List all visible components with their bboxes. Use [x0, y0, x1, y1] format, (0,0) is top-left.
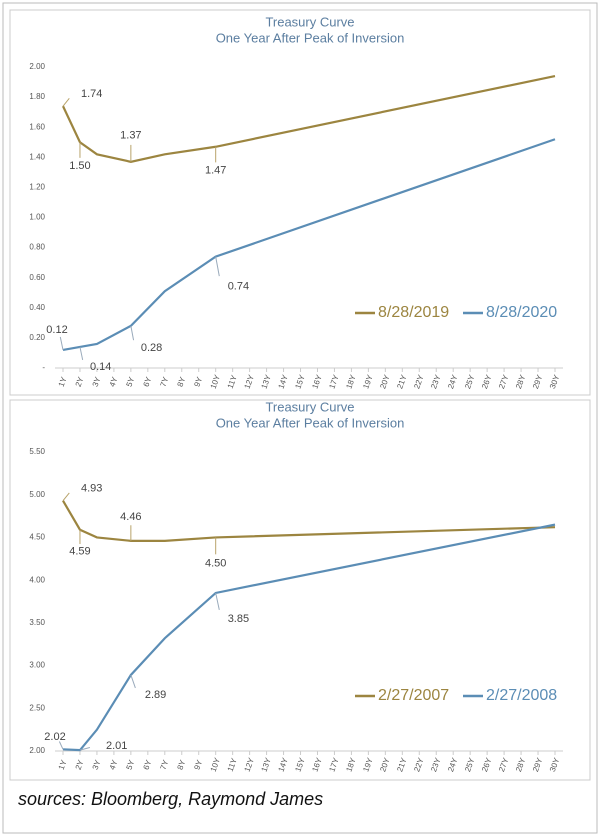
y-tick-label: 2.00 — [29, 62, 45, 71]
y-tick-label: 1.00 — [29, 213, 45, 222]
data-label: 1.50 — [69, 160, 90, 172]
y-tick-label: 5.00 — [29, 490, 45, 499]
leader-line — [59, 336, 64, 351]
x-tick-label: 1Y — [57, 375, 69, 388]
x-tick-label: 4Y — [108, 758, 120, 771]
data-label: 1.37 — [120, 130, 141, 142]
legend-label: 2/27/2008 — [486, 687, 557, 704]
data-label: 0.74 — [228, 281, 249, 293]
x-tick-label: 8Y — [175, 375, 187, 388]
data-label: 0.12 — [46, 324, 67, 336]
source-note: sources: Bloomberg, Raymond James — [18, 789, 323, 809]
legend-label: 2/27/2007 — [378, 687, 449, 704]
y-tick-label: 2.50 — [29, 703, 45, 712]
x-tick-label: 5Y — [125, 758, 137, 771]
data-label: 2.01 — [106, 740, 127, 752]
data-label: 4.46 — [120, 511, 141, 523]
data-label: 0.28 — [141, 342, 162, 354]
data-label: 0.14 — [90, 361, 111, 373]
leader-line — [79, 747, 90, 751]
data-label: 2.89 — [145, 689, 166, 701]
leader-line — [215, 592, 220, 610]
x-tick-label: 7Y — [159, 758, 171, 771]
leader-line — [215, 256, 220, 277]
chart-title: Treasury Curve — [265, 14, 354, 29]
x-tick-label: 3Y — [91, 375, 103, 388]
y-tick-label: 0.60 — [29, 273, 45, 282]
leader-line — [79, 346, 84, 361]
chart-subtitle: One Year After Peak of Inversion — [216, 415, 405, 430]
y-tick-label: 1.60 — [29, 122, 45, 131]
y-tick-label: 4.00 — [29, 575, 45, 584]
x-tick-label: 6Y — [142, 375, 154, 388]
y-tick-label: 0.40 — [29, 303, 45, 312]
leader-line — [62, 492, 70, 502]
x-tick-label: 3Y — [91, 758, 103, 771]
data-label: 4.59 — [69, 546, 90, 558]
y-tick-label: 0.20 — [29, 333, 45, 342]
y-tick-label: 3.00 — [29, 661, 45, 670]
y-tick-label: 0.80 — [29, 243, 45, 252]
data-label: 2.02 — [44, 731, 65, 743]
x-tick-label: 1Y — [57, 758, 69, 771]
y-tick-label: 1.40 — [29, 152, 45, 161]
leader-line — [130, 674, 136, 689]
data-label: 1.47 — [205, 165, 226, 177]
y-tick-label: 3.50 — [29, 618, 45, 627]
data-label: 4.93 — [81, 483, 102, 495]
y-tick-label: 1.80 — [29, 92, 45, 101]
x-tick-label: 9Y — [192, 375, 204, 388]
x-tick-label: 6Y — [142, 758, 154, 771]
x-tick-label: 7Y — [159, 375, 171, 388]
leader-line — [130, 325, 135, 341]
y-tick-label: 1.20 — [29, 183, 45, 192]
legend-label: 8/28/2019 — [378, 304, 449, 321]
data-label: 1.74 — [81, 88, 102, 100]
legend-label: 8/28/2020 — [486, 304, 557, 321]
leader-line — [62, 98, 70, 107]
x-tick-label: 9Y — [192, 758, 204, 771]
y-tick-label: 2.00 — [29, 746, 45, 755]
data-label: 4.50 — [205, 557, 226, 569]
leader-line — [58, 741, 64, 750]
y-tick-label: 5.50 — [29, 447, 45, 456]
y-tick-label: - — [42, 363, 45, 372]
data-label: 3.85 — [228, 613, 249, 625]
chart-box — [9, 9, 591, 396]
chart-box — [9, 399, 591, 781]
x-tick-label: 8Y — [175, 758, 187, 771]
chart-subtitle: One Year After Peak of Inversion — [216, 30, 405, 45]
y-tick-label: 4.50 — [29, 533, 45, 542]
x-tick-label: 2Y — [74, 758, 86, 771]
chart-title: Treasury Curve — [265, 399, 354, 414]
x-tick-label: 2Y — [74, 375, 86, 388]
x-tick-label: 5Y — [125, 375, 137, 388]
x-tick-label: 4Y — [108, 375, 120, 388]
